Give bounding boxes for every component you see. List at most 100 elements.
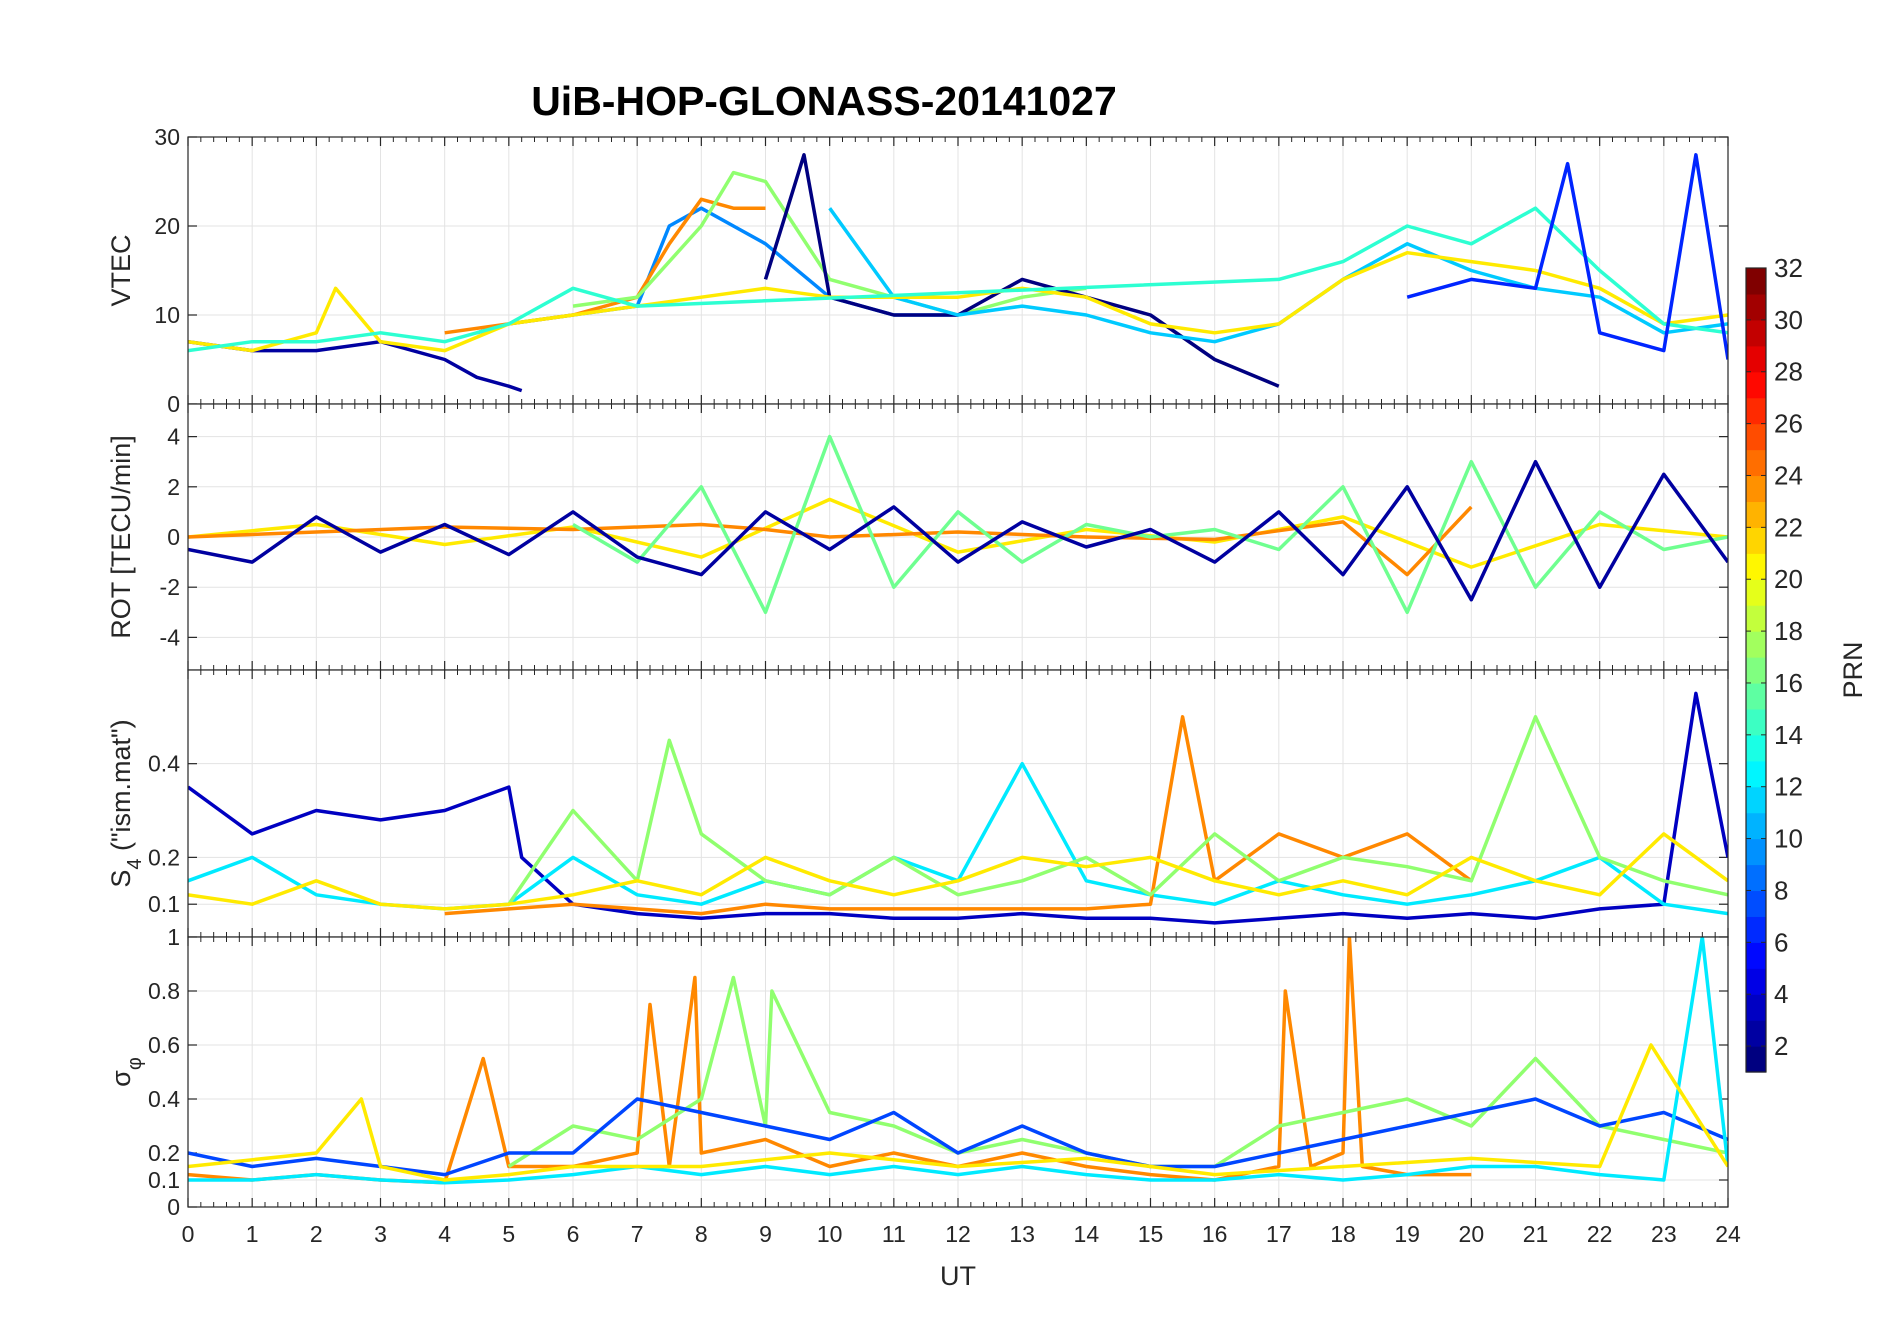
x-tick-label: 12 [945,1221,971,1247]
colorbar-tick-label: 2 [1774,1031,1788,1061]
y-tick-label: -2 [160,574,180,600]
colorbar-tick-label: 4 [1774,979,1788,1009]
colorbar-band [1746,968,1766,995]
y-tick-label: 0 [167,524,180,550]
x-axis: 0 1 2 3 4 5 6 7 8 9 10 11 12 13 14 15 16 17 18 19 20 21 22 23 24 [182,1221,1741,1247]
x-tick-label: 11 [882,1221,906,1247]
series-group [188,434,1728,615]
x-tick-label: 22 [1587,1221,1613,1247]
colorbar-band [1746,1046,1766,1073]
x-tick-label: 0 [182,1221,195,1247]
x-tick-label: 6 [567,1221,580,1247]
colorbar-band [1746,1020,1766,1047]
y-tick-label: 0 [167,1194,180,1220]
y-tick-label: 0.1 [148,1167,180,1193]
y-tick-label: 0.2 [148,844,180,870]
y-tick-label: 0.8 [148,978,180,1004]
x-tick-label: 18 [1330,1221,1356,1247]
y-tick-label: 10 [154,302,180,328]
colorbar-frame [1745,267,1767,1073]
y-tick-label: 20 [154,213,180,239]
series-line-prn-14 [188,206,1728,353]
x-tick-label: 13 [1009,1221,1035,1247]
colorbar-tick-label: 8 [1774,875,1788,905]
y-tick-label: 0.2 [148,1140,180,1166]
panel-1: 0 10 20 30 VTEC [106,124,1729,417]
y-axis-label: σφ [106,1057,146,1087]
colorbar-band [1746,501,1766,528]
colorbar-tick-label: 24 [1774,460,1803,490]
colorbar-band [1746,449,1766,477]
x-tick-label: 15 [1138,1221,1164,1247]
colorbar-band [1746,708,1766,736]
series-group [188,691,1728,925]
colorbar-band [1746,890,1766,917]
colorbar-band [1746,812,1766,840]
x-tick-label: 9 [759,1221,772,1247]
panel-3: 0.1 0.2 0.4S4 ("ism.mat") [106,669,1729,938]
y-tick-label: 30 [154,124,180,150]
series-line-prn-2 [188,459,1728,602]
series-line-prn-6 [1406,153,1728,360]
colorbar-tick-label: 30 [1774,305,1803,335]
y-tick-label: 0.4 [148,751,180,777]
colorbar-band [1746,293,1766,321]
series-line-prn-21 [188,1043,1728,1182]
colorbar-tick-label: 12 [1774,772,1803,802]
x-tick-label: 5 [502,1221,515,1247]
y-tick-label: 0.1 [148,891,180,917]
colorbar-band [1746,371,1766,399]
x-tick-label: 4 [438,1221,451,1247]
colorbar-band [1746,682,1766,710]
series-line-prn-16 [572,434,1728,615]
colorbar-band [1746,475,1766,503]
y-axis-label: VTEC [106,234,136,306]
y-tick-label: -4 [160,624,181,650]
y-axis-label: S4 ("ism.mat") [106,719,146,887]
colorbar-tick-label: 28 [1774,357,1803,387]
series-line-prn-24 [444,715,1473,916]
x-tick-label: 10 [817,1221,843,1247]
colorbar-band [1746,942,1766,969]
colorbar-band [1746,657,1766,684]
colorbar-tick-label: 20 [1774,564,1803,594]
y-tick-label: 4 [167,424,180,450]
x-tick-label: 21 [1523,1221,1549,1247]
colorbar-tick-label: 32 [1774,253,1803,283]
panel-4: 00.10.2 0.4 0.6 0.8 1 σφ [106,924,1729,1220]
colorbar-label: PRN [1838,641,1868,698]
colorbar-tick-label: 22 [1774,512,1803,542]
series-line-prn-21 [188,250,1728,353]
panel-2: -4 -2 0 2 4 ROT [TECU/min] [106,403,1729,671]
colorbar-band [1746,319,1766,347]
colorbar-tick-label: 18 [1774,616,1803,646]
colorbar-tick-label: 6 [1774,927,1788,957]
series-group [188,937,1728,1185]
series-line-prn-3 [188,691,1728,925]
x-tick-label: 14 [1074,1221,1100,1247]
series-line-prn-2 [188,339,523,393]
series-line-prn-21 [188,497,1728,569]
series-line-prn-24 [188,937,1472,1185]
x-tick-label: 23 [1651,1221,1677,1247]
series-line-prn-12 [188,937,1728,1185]
colorbar-tick-label: 16 [1774,668,1803,698]
colorbar-band [1746,423,1766,451]
series-line-prn-7 [188,1097,1728,1177]
colorbar-band [1746,268,1766,295]
series-line-prn-24 [188,505,1473,577]
colorbar-band [1746,916,1766,943]
series-line-prn-17 [572,170,1087,317]
panel-frame [187,936,1729,1208]
colorbar-band [1746,838,1766,866]
y-axis-label: ROT [TECU/min] [106,435,136,639]
colorbar-band [1746,760,1766,788]
x-tick-label: 24 [1715,1221,1741,1247]
series-line-prn-17 [507,715,1728,906]
colorbar-band [1746,786,1766,814]
x-tick-label: 2 [310,1221,323,1247]
colorbar-band [1746,864,1766,892]
colorbar-tick-label: 14 [1774,720,1803,750]
y-tick-label: 0.6 [148,1032,180,1058]
